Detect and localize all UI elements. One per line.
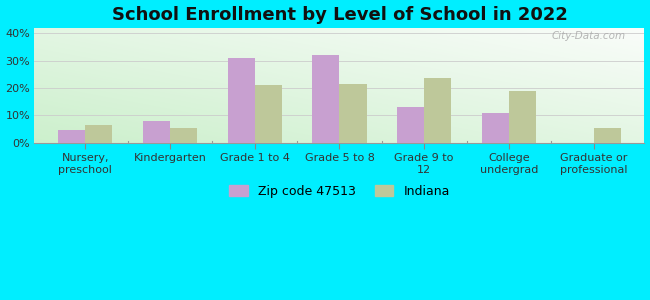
Title: School Enrollment by Level of School in 2022: School Enrollment by Level of School in … bbox=[112, 6, 567, 24]
Legend: Zip code 47513, Indiana: Zip code 47513, Indiana bbox=[224, 180, 455, 203]
Bar bbox=[143, 121, 170, 143]
Bar bbox=[397, 107, 424, 143]
Bar bbox=[58, 130, 85, 143]
Bar bbox=[339, 84, 367, 143]
Bar bbox=[509, 91, 536, 143]
Bar bbox=[85, 125, 112, 143]
Bar bbox=[255, 85, 282, 143]
Bar bbox=[482, 112, 509, 143]
Bar bbox=[424, 79, 451, 143]
Text: City-Data.com: City-Data.com bbox=[552, 31, 626, 41]
Bar bbox=[313, 55, 339, 143]
Bar bbox=[170, 128, 197, 143]
Bar bbox=[593, 128, 621, 143]
Bar bbox=[227, 58, 255, 143]
